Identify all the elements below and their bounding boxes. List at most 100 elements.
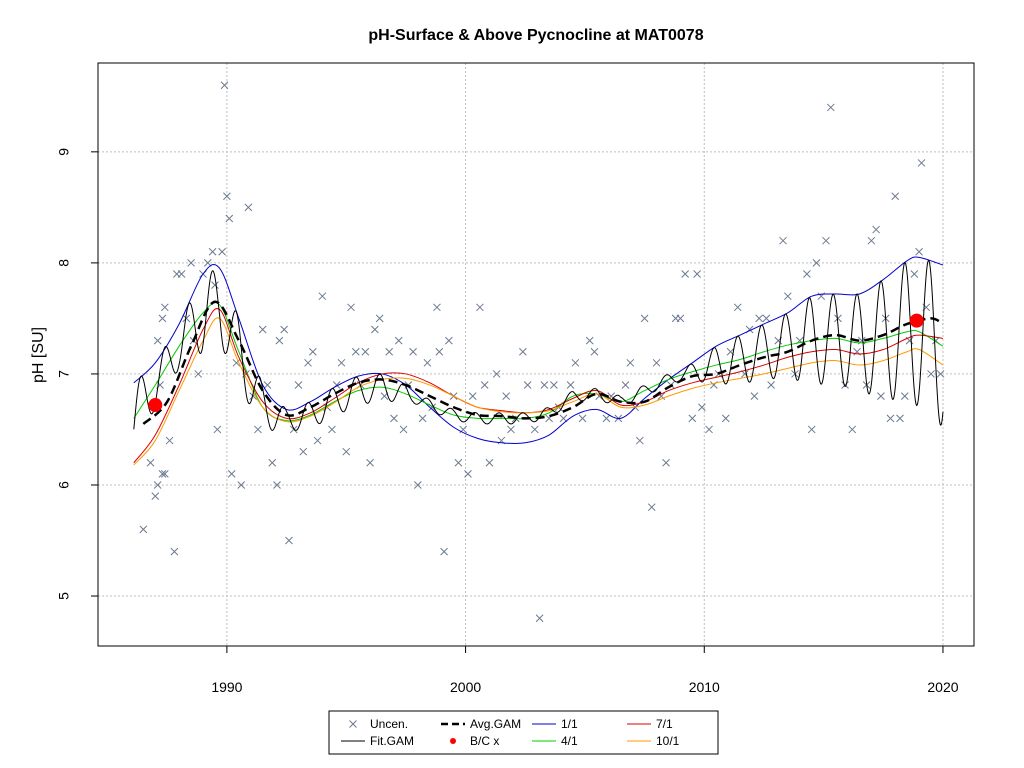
data-point [454, 458, 463, 467]
data-point [413, 481, 422, 489]
data-point [399, 425, 408, 434]
legend-item: Avg.GAM [441, 717, 521, 731]
x-tick-label: 1990 [211, 679, 242, 695]
data-point [602, 414, 611, 423]
fit-gam-line [133, 259, 944, 431]
data-point [153, 336, 162, 345]
data-point [590, 347, 599, 356]
data-point [822, 236, 830, 245]
data-point [203, 259, 212, 267]
data-point [476, 303, 484, 312]
data-point [294, 381, 303, 389]
data-point [433, 303, 441, 312]
legend-item: 10/1 [627, 734, 680, 748]
data-point [394, 336, 403, 345]
data-points [139, 81, 945, 623]
data-point [170, 547, 179, 556]
data-point [507, 425, 515, 434]
data-point [390, 414, 398, 423]
y-tick-label: 9 [56, 148, 72, 156]
baseline-change-points [148, 313, 924, 413]
data-point [351, 347, 360, 356]
data-point [705, 425, 713, 434]
data-point [254, 425, 262, 434]
data-point [779, 236, 787, 245]
x-axis: 1990 2000 2010 2020 [211, 646, 959, 695]
data-point [733, 303, 742, 312]
data-point [273, 481, 281, 489]
y-tick-label: 6 [56, 481, 72, 489]
data-point [492, 370, 501, 378]
legend: Uncen. Avg.GAM 1/1 7/1 Fit.GAM B/C x 4/1 10/1 [328, 710, 719, 755]
data-point [652, 358, 661, 367]
data-point [304, 358, 312, 367]
data-point [750, 392, 759, 400]
data-point [160, 303, 169, 312]
data-point [755, 314, 764, 323]
data-point [375, 314, 384, 323]
legend-label: Uncen. [370, 717, 408, 731]
data-point [681, 270, 690, 278]
data-point [385, 347, 394, 356]
data-point [559, 414, 568, 423]
data-point [440, 547, 448, 556]
data-point [361, 347, 370, 356]
data-point [313, 436, 322, 445]
data-point [688, 414, 697, 423]
data-point [468, 392, 477, 400]
legend-label: 4/1 [561, 734, 578, 748]
data-point [936, 370, 945, 378]
legend-label: 10/1 [656, 734, 680, 748]
data-point [160, 470, 169, 478]
data-point [519, 347, 527, 356]
data-point [423, 358, 432, 367]
data-point [927, 370, 935, 378]
data-point [285, 536, 293, 545]
data-point [571, 358, 580, 367]
data-point [877, 392, 885, 400]
data-point [826, 103, 835, 112]
data-point [485, 458, 494, 467]
legend-item: B/C x [450, 734, 499, 748]
legend-label: 7/1 [656, 717, 673, 731]
bc-point [909, 313, 924, 328]
y-tick-label: 7 [56, 370, 72, 378]
data-point [263, 381, 272, 389]
data-point [464, 470, 472, 478]
data-point [917, 159, 926, 167]
data-point [445, 336, 453, 345]
data-point [153, 481, 162, 489]
data-point [146, 458, 155, 467]
data-point [585, 336, 594, 345]
data-point [139, 525, 148, 534]
data-point [237, 481, 246, 489]
data-point [693, 270, 701, 278]
data-point [540, 381, 549, 389]
data-point [896, 414, 904, 423]
data-point [886, 414, 895, 423]
legend-symbol [450, 738, 456, 744]
y-axis-label: pH [SU] [30, 327, 47, 383]
data-point [647, 503, 656, 512]
data-point [841, 381, 849, 389]
data-point [530, 425, 539, 434]
data-point [258, 325, 267, 334]
legend-item: Fit.GAM [341, 734, 414, 748]
data-point [812, 259, 821, 267]
data-point [337, 358, 346, 367]
x-tick-label: 2000 [450, 679, 481, 695]
legend-label: Avg.GAM [470, 717, 521, 731]
data-point [626, 358, 635, 367]
data-point [151, 492, 160, 500]
data-point [280, 325, 289, 334]
data-point [182, 314, 191, 323]
data-point [342, 447, 351, 456]
legend-item: 4/1 [532, 734, 578, 748]
data-point [227, 470, 236, 478]
data-point [194, 370, 203, 378]
trend-lines [133, 256, 944, 466]
data-point [213, 425, 222, 434]
avg-gam-line [142, 300, 944, 425]
data-point [158, 470, 167, 478]
data-point [289, 425, 298, 434]
